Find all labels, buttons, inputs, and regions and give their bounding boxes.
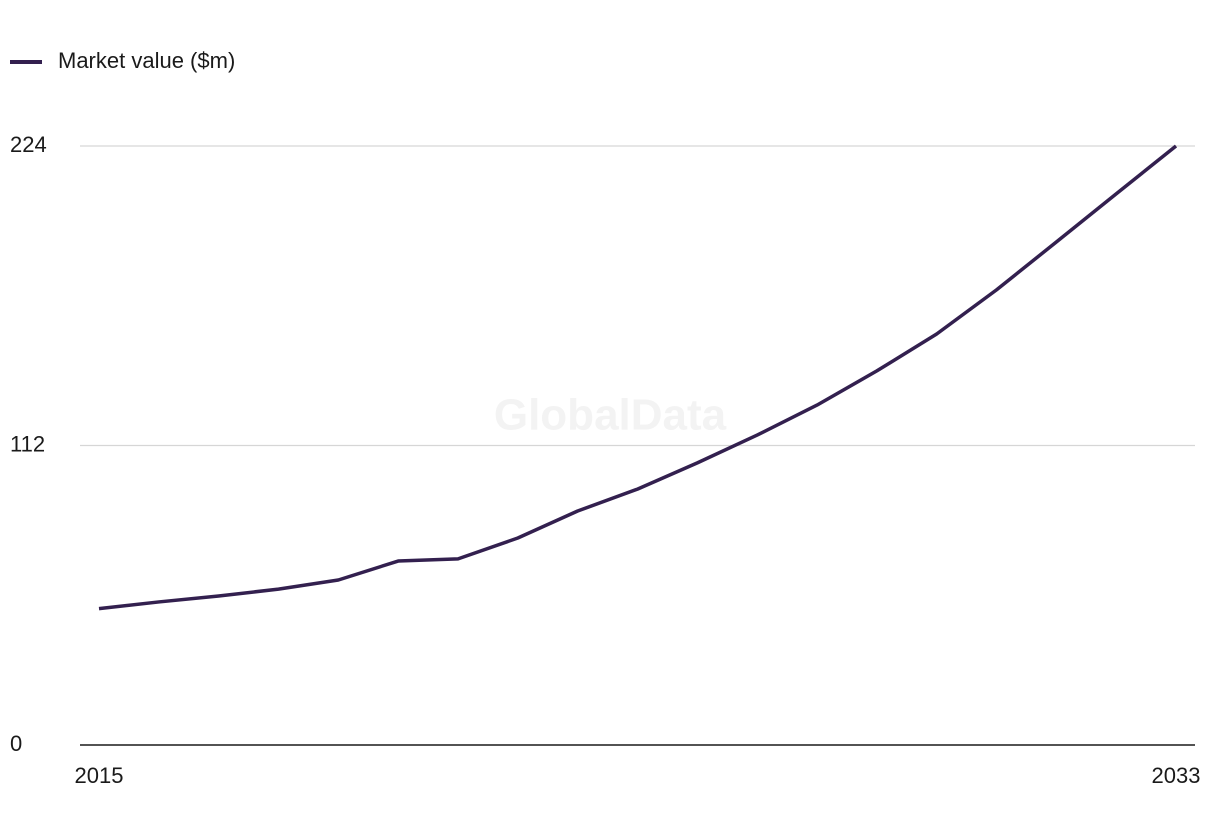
x-tick-label: 2015 bbox=[75, 763, 124, 788]
x-tick-label: 2033 bbox=[1152, 763, 1201, 788]
watermark: GlobalData bbox=[494, 391, 727, 440]
y-tick-label: 0 bbox=[10, 731, 22, 756]
data-line bbox=[98, 144, 1178, 611]
y-tick-label: 224 bbox=[10, 132, 47, 157]
y-tick-label: 112 bbox=[10, 431, 45, 456]
legend-label: Market value ($m) bbox=[58, 48, 235, 73]
